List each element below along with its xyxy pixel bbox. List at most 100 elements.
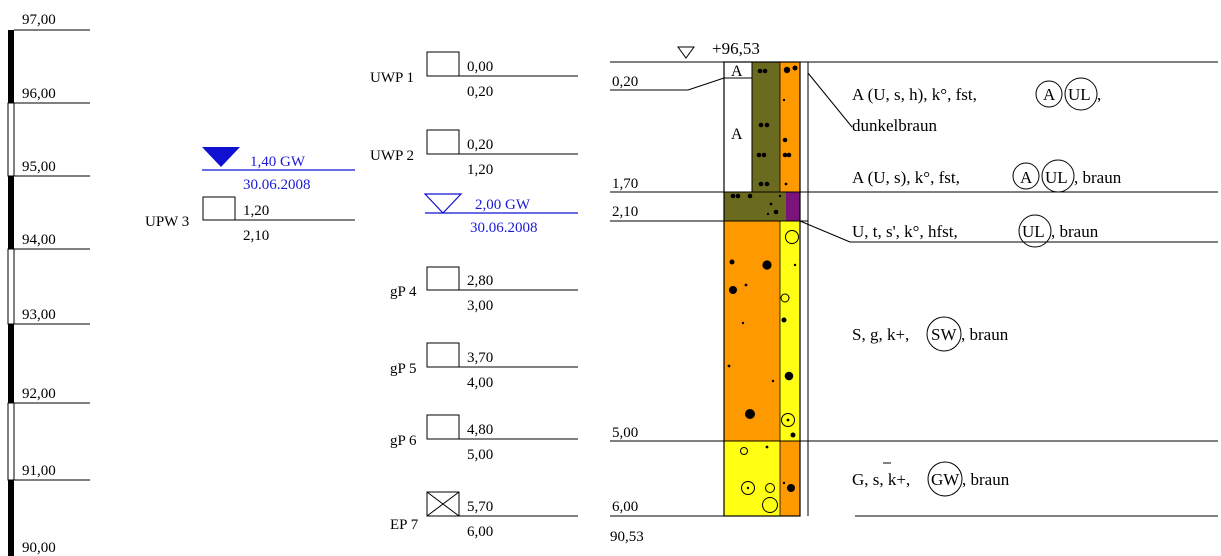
circled-symbol-ring [1012, 162, 1040, 190]
description-text: , braun [962, 470, 1010, 489]
sample-uwp1: UWP 1 0,00 0,20 [370, 51, 578, 100]
scale-segment [7, 248, 15, 325]
layer-purple [786, 192, 800, 221]
layer-description-1: A (U, s, h), k°, fst, A UL , dunkelbraun [807, 72, 1101, 135]
sample-name: gP 5 [390, 361, 417, 377]
ground-elevation: +96,53 [712, 39, 760, 58]
elevation-scale: 97,00 96,00 95,00 94,00 93,00 92,00 91,0… [7, 12, 90, 556]
scale-segment [8, 324, 14, 403]
circled-symbol: A [1043, 85, 1056, 104]
sample-bottom-depth: 0,20 [467, 84, 493, 100]
sample-name: UWP 2 [370, 148, 414, 164]
description-text: , braun [1051, 222, 1099, 241]
sample-box [426, 342, 460, 368]
layer-depth: 6,00 [612, 499, 638, 515]
scale-segment [8, 176, 14, 249]
groundwater-filled-triangle-icon [202, 147, 240, 167]
sample-bottom-depth: 2,10 [243, 228, 269, 244]
layer-depth: 0,20 [612, 74, 638, 90]
layer-description-5: G, s, k+, GW , braun [852, 461, 1010, 497]
sample-box [426, 414, 460, 440]
circled-symbol-ring [1064, 77, 1098, 111]
sample-top-depth: 0,20 [467, 137, 493, 153]
description-text: dunkelbraun [852, 116, 937, 135]
description-text: S, g, k+, [852, 325, 909, 344]
circled-symbol: UL [1022, 222, 1045, 241]
sample-top-depth: 0,00 [467, 59, 493, 75]
description-text: U, t, s', k°, hfst, [852, 222, 958, 241]
description-text: A (U, s), k°, fst, [852, 168, 960, 187]
sample-name: gP 6 [390, 433, 417, 449]
groundwater-marker-1: 1,40 GW 30.06.2008 [202, 147, 355, 193]
circled-symbol-ring [1035, 80, 1063, 108]
layer-orange [780, 441, 800, 516]
scale-segment [8, 480, 14, 556]
sample-top-depth: 3,70 [467, 350, 493, 366]
gravel-dots [727, 65, 798, 492]
fill-symbol: A [731, 63, 743, 80]
circled-symbol: UL [1068, 85, 1091, 104]
description-text: A (U, s, h), k°, fst, [852, 85, 977, 104]
fill-symbol: A [731, 126, 743, 143]
sample-bottom-depth: 3,00 [467, 298, 493, 314]
circled-symbol-ring [1018, 214, 1052, 248]
circled-symbol: UL [1045, 168, 1068, 187]
layer-description-3: U, t, s', k°, hfst, UL , braun [799, 214, 1218, 248]
sample-uwp2: UWP 2 0,20 1,20 [370, 129, 578, 178]
circled-symbol-ring [926, 316, 962, 352]
sample-gp6: gP 6 4,80 5,00 [390, 414, 578, 463]
sample-gp4: gP 4 2,80 3,00 [390, 266, 578, 314]
sample-bottom-depth: 4,00 [467, 375, 493, 391]
groundwater-depth: 1,40 GW [250, 154, 306, 170]
sample-ep7: EP 7 5,70 6,00 [390, 491, 578, 540]
ground-surface-triangle-icon [677, 46, 695, 59]
scale-segment [7, 402, 15, 481]
sample-name: UPW 3 [145, 214, 189, 230]
description-text: G, s, k+, [852, 470, 910, 489]
scale-label: 94,00 [22, 232, 56, 248]
circled-symbol-ring [1041, 159, 1075, 193]
sample-name: gP 4 [390, 284, 417, 300]
groundwater-open-triangle-icon [423, 193, 463, 214]
layer-depth: 5,00 [612, 425, 638, 441]
scale-label: 91,00 [22, 463, 56, 479]
description-text: , braun [1074, 168, 1122, 187]
layer-depth: 2,10 [612, 204, 638, 220]
sample-bottom-depth: 1,20 [467, 162, 493, 178]
layer-depth: 1,70 [612, 176, 638, 192]
scale-segment [8, 30, 14, 103]
base-elevation: 90,53 [610, 529, 644, 545]
description-text: , braun [961, 325, 1009, 344]
borehole-column: +96,53 A A [610, 39, 1218, 545]
sample-box [426, 266, 460, 291]
scale-label: 95,00 [22, 159, 56, 175]
sample-box [426, 51, 460, 77]
svg-text:,: , [1097, 85, 1101, 104]
circled-symbol: GW [931, 470, 960, 489]
sample-top-depth: 2,80 [467, 273, 493, 289]
groundwater-marker-2: 2,00 GW 30.06.2008 [423, 193, 578, 236]
circled-symbol: A [1020, 168, 1033, 187]
scale-label: 90,00 [22, 540, 56, 556]
layer-description-4: S, g, k+, SW , braun [852, 316, 1009, 352]
sample-top-depth: 5,70 [467, 499, 493, 515]
scale-segment [7, 102, 15, 177]
sample-box [202, 196, 236, 221]
layer-fill-white [723, 61, 753, 193]
scale-label: 92,00 [22, 386, 56, 402]
groundwater-date: 30.06.2008 [243, 177, 311, 193]
groundwater-depth: 2,00 GW [475, 197, 531, 213]
circled-symbol: SW [931, 325, 957, 344]
scale-label: 97,00 [22, 12, 56, 28]
sample-bottom-depth: 6,00 [467, 524, 493, 540]
sample-top-depth: 1,20 [243, 203, 269, 219]
sample-box [426, 129, 460, 155]
sample-bottom-depth: 5,00 [467, 447, 493, 463]
layer-orange [780, 62, 800, 192]
sample-name: UWP 1 [370, 70, 414, 86]
layer-orange [724, 221, 780, 441]
layer-yellow [724, 441, 780, 516]
scale-label: 96,00 [22, 86, 56, 102]
circled-symbol-ring [927, 461, 963, 497]
